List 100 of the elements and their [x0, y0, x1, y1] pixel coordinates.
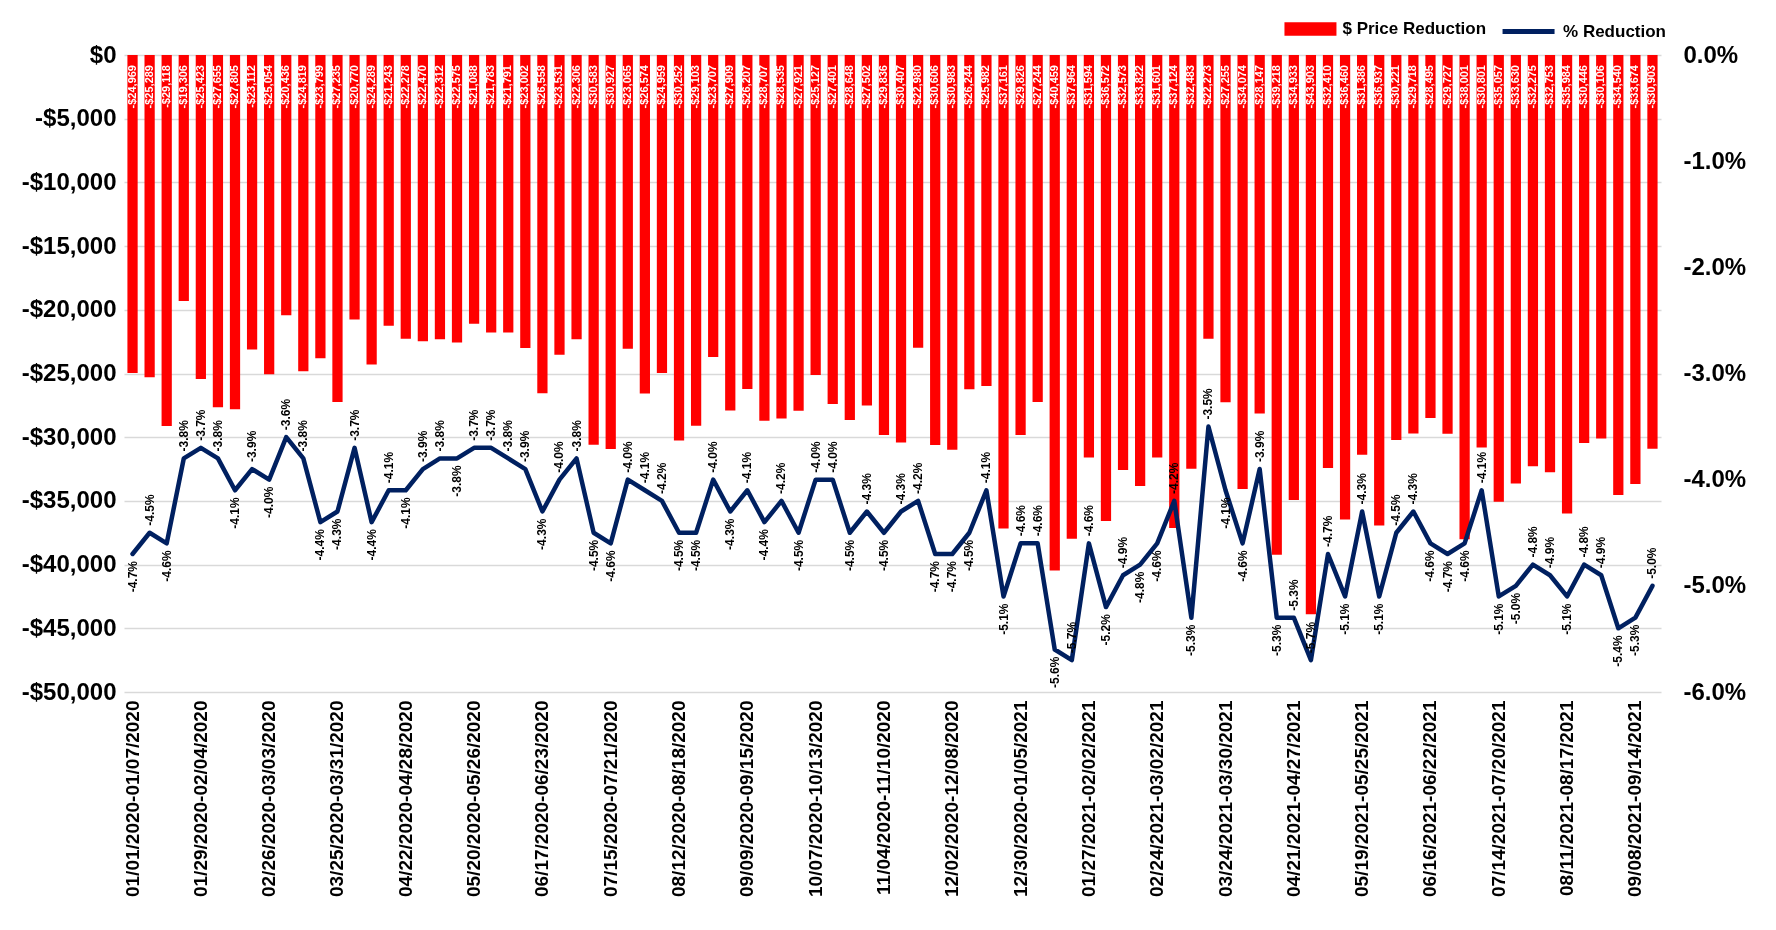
data-label: -$24,819 [296, 65, 309, 109]
data-label: -$28,147 [1252, 65, 1265, 109]
y-tick-label: -$40,000 [21, 550, 117, 578]
data-label: -4.3% [894, 472, 909, 505]
data-label: -$38,001 [1457, 65, 1470, 109]
data-label: -$22,575 [450, 65, 463, 109]
data-label: -4.5% [672, 539, 687, 572]
data-label: -4.3% [723, 518, 738, 550]
data-label: -5.7% [1064, 621, 1079, 654]
data-label: -5.7% [1303, 621, 1318, 654]
data-label: -$32,753 [1542, 65, 1555, 109]
data-label: -$30,446 [1577, 65, 1590, 109]
x-tick-label: 02/24/2021-03/02/2021 [1146, 700, 1168, 898]
y-tick-label: -$15,000 [21, 231, 117, 259]
data-label: -4.0% [825, 440, 840, 473]
data-label: -$23,112 [245, 65, 258, 108]
data-label: -$24,959 [654, 65, 667, 109]
data-label: -$25,289 [142, 65, 155, 109]
data-label: -$30,606 [928, 65, 941, 109]
data-label: -4.0% [620, 440, 635, 473]
data-label: -4.1% [398, 496, 413, 529]
data-label: -4.3% [859, 472, 874, 505]
data-label: -$32,410 [1320, 65, 1333, 109]
data-label: -3.7% [467, 409, 482, 441]
legend-label: % Reduction [1563, 21, 1667, 41]
x-tick-label: 01/27/2021-02/02/2021 [1077, 700, 1099, 898]
y-tick-label: -$35,000 [21, 486, 117, 514]
x-tick-label: 09/08/2021-09/14/2021 [1624, 700, 1646, 898]
data-label: -$27,805 [228, 65, 241, 109]
data-label: -$23,065 [620, 65, 633, 109]
x-tick-label: 07/14/2021-07/20/2021 [1487, 700, 1509, 898]
data-label: -$33,674 [1628, 64, 1641, 109]
data-label: -4.6% [1423, 550, 1438, 582]
data-label: -$22,312 [432, 65, 445, 109]
data-label: -$36,572 [1098, 65, 1111, 109]
y2-tick-label: -6.0% [1683, 677, 1747, 705]
data-label: -$25,054 [262, 64, 275, 109]
x-tick-label: 06/17/2020-06/23/2020 [531, 700, 553, 898]
data-label: -$28,495 [1423, 65, 1436, 109]
y-tick-label: -$5,000 [35, 104, 117, 132]
data-label: -$27,921 [791, 65, 804, 109]
data-label: -4.1% [381, 451, 396, 484]
data-label: -4.2% [911, 462, 926, 494]
data-label: -$27,244 [1030, 64, 1043, 109]
data-label: -$29,103 [689, 65, 702, 109]
x-tick-label: 12/02/2020-12/08/2020 [941, 700, 963, 898]
x-tick-label: 01/29/2020-02/04/2020 [189, 700, 211, 898]
data-label: -4.5% [791, 539, 806, 572]
x-tick-label: 05/20/2020-05/26/2020 [463, 700, 485, 898]
data-label: -$32,275 [1525, 65, 1538, 109]
data-label: -$30,106 [1594, 65, 1607, 109]
data-label: -$34,540 [1611, 65, 1624, 109]
data-label: -3.8% [432, 419, 447, 452]
data-label: -$36,460 [1338, 65, 1351, 109]
data-label: -$33,630 [1508, 65, 1521, 109]
data-label: -5.3% [1184, 624, 1199, 657]
data-label: -$19,306 [176, 65, 189, 109]
data-label: -3.9% [1252, 430, 1267, 463]
x-tick-label: 05/19/2021-05/25/2021 [1351, 700, 1373, 898]
data-label: -4.0% [262, 486, 277, 519]
data-label: -$33,822 [1133, 65, 1146, 109]
data-label: -$32,483 [1184, 65, 1197, 109]
data-label: -4.5% [842, 539, 857, 572]
data-label: -$21,088 [467, 65, 480, 109]
data-label: -4.5% [1389, 494, 1404, 526]
data-label: -4.7% [125, 560, 140, 593]
data-label: -$22,470 [415, 65, 428, 109]
data-label: -$31,601 [1150, 65, 1163, 109]
data-label: -$30,927 [603, 65, 616, 109]
data-label: -$29,836 [876, 65, 889, 109]
data-label: -$24,969 [125, 65, 138, 109]
data-label: -$37,161 [996, 65, 1009, 109]
x-tick-label: 04/22/2020-04/28/2020 [394, 700, 416, 898]
y-tick-label: -$30,000 [21, 422, 117, 450]
data-label: -4.1% [228, 496, 243, 529]
x-tick-label: 11/04/2020-11/10/2020 [872, 700, 894, 895]
data-label: -3.7% [484, 409, 499, 441]
data-label: -3.7% [193, 409, 208, 441]
data-label: -4.3% [1406, 472, 1421, 505]
data-label: -4.6% [1081, 504, 1096, 537]
data-label: -$23,799 [313, 65, 326, 109]
data-label: -$36,937 [1372, 65, 1385, 109]
data-label: -$22,980 [911, 65, 924, 109]
data-label: -$31,386 [1355, 65, 1368, 109]
data-label: -4.1% [637, 451, 652, 484]
data-label: -5.3% [1628, 624, 1643, 657]
data-label: -4.6% [1457, 550, 1472, 582]
data-label: -4.3% [1355, 472, 1370, 505]
data-label: -4.6% [1030, 504, 1045, 537]
x-tick-label: 03/24/2021-03/30/2021 [1214, 700, 1236, 898]
data-label: -$34,933 [1286, 65, 1299, 109]
data-label: -$23,002 [518, 65, 531, 109]
data-label: -$30,583 [586, 65, 599, 109]
data-label: -$29,826 [1013, 65, 1026, 109]
data-label: -3.8% [210, 419, 225, 452]
x-tick-label: 03/25/2020-03/31/2020 [326, 700, 348, 898]
data-label: -4.0% [706, 440, 721, 473]
y-tick-label: -$45,000 [21, 613, 117, 641]
x-tick-label: 02/26/2020-03/03/2020 [258, 700, 280, 898]
data-label: -$27,235 [330, 65, 343, 109]
